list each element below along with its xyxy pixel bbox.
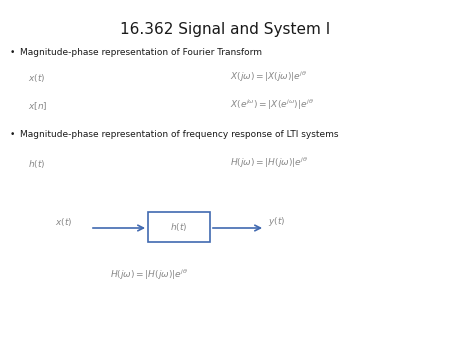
Bar (148, 212, 210, 242)
Text: •: • (10, 48, 15, 57)
Text: •: • (10, 130, 15, 139)
Text: $X(j\omega)=|X(j\omega)|e^{j\theta}$: $X(j\omega)=|X(j\omega)|e^{j\theta}$ (230, 70, 307, 84)
Text: $x[n]$: $x[n]$ (28, 100, 48, 112)
Text: $H(j\omega)=|H(j\omega)|e^{j\theta}$: $H(j\omega)=|H(j\omega)|e^{j\theta}$ (110, 268, 188, 283)
Text: 16.362 Signal and System I: 16.362 Signal and System I (120, 22, 330, 37)
Text: $H(j\omega)=|H(j\omega)|e^{j\theta}$: $H(j\omega)=|H(j\omega)|e^{j\theta}$ (230, 156, 308, 170)
Text: $x(t)$: $x(t)$ (28, 72, 45, 84)
Text: $h(t)$: $h(t)$ (28, 158, 45, 170)
Text: $h(t)$: $h(t)$ (170, 221, 188, 233)
Text: $x(t)$: $x(t)$ (55, 216, 72, 228)
Text: Magnitude-phase representation of Fourier Transform: Magnitude-phase representation of Fourie… (20, 48, 262, 57)
Text: $y(t)$: $y(t)$ (268, 216, 285, 228)
Text: $X(e^{j\omega})=|X(e^{j\omega})|e^{j\theta}$: $X(e^{j\omega})=|X(e^{j\omega})|e^{j\the… (230, 98, 314, 113)
Text: Magnitude-phase representation of frequency response of LTI systems: Magnitude-phase representation of freque… (20, 130, 338, 139)
